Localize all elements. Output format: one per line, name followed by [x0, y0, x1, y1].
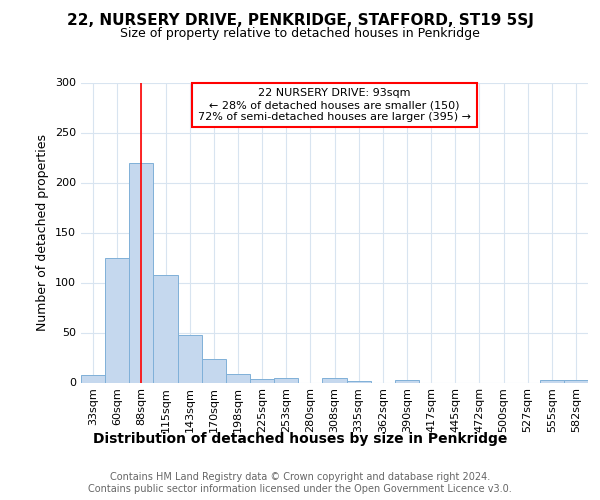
- Bar: [540, 380, 564, 382]
- Text: 22, NURSERY DRIVE, PENKRIDGE, STAFFORD, ST19 5SJ: 22, NURSERY DRIVE, PENKRIDGE, STAFFORD, …: [67, 12, 533, 28]
- Bar: [250, 378, 274, 382]
- Bar: [226, 374, 250, 382]
- Y-axis label: Number of detached properties: Number of detached properties: [37, 134, 49, 331]
- Bar: [178, 334, 202, 382]
- Text: 22 NURSERY DRIVE: 93sqm
← 28% of detached houses are smaller (150)
72% of semi-d: 22 NURSERY DRIVE: 93sqm ← 28% of detache…: [198, 88, 471, 122]
- Bar: [395, 380, 419, 382]
- Bar: [129, 162, 154, 382]
- Text: Size of property relative to detached houses in Penkridge: Size of property relative to detached ho…: [120, 28, 480, 40]
- Bar: [81, 374, 105, 382]
- Bar: [105, 258, 129, 382]
- Text: Contains HM Land Registry data © Crown copyright and database right 2024.
Contai: Contains HM Land Registry data © Crown c…: [88, 472, 512, 494]
- Text: Distribution of detached houses by size in Penkridge: Distribution of detached houses by size …: [93, 432, 507, 446]
- Bar: [154, 274, 178, 382]
- Bar: [202, 358, 226, 382]
- Bar: [564, 380, 588, 382]
- Bar: [347, 380, 371, 382]
- Bar: [274, 378, 298, 382]
- Bar: [322, 378, 347, 382]
